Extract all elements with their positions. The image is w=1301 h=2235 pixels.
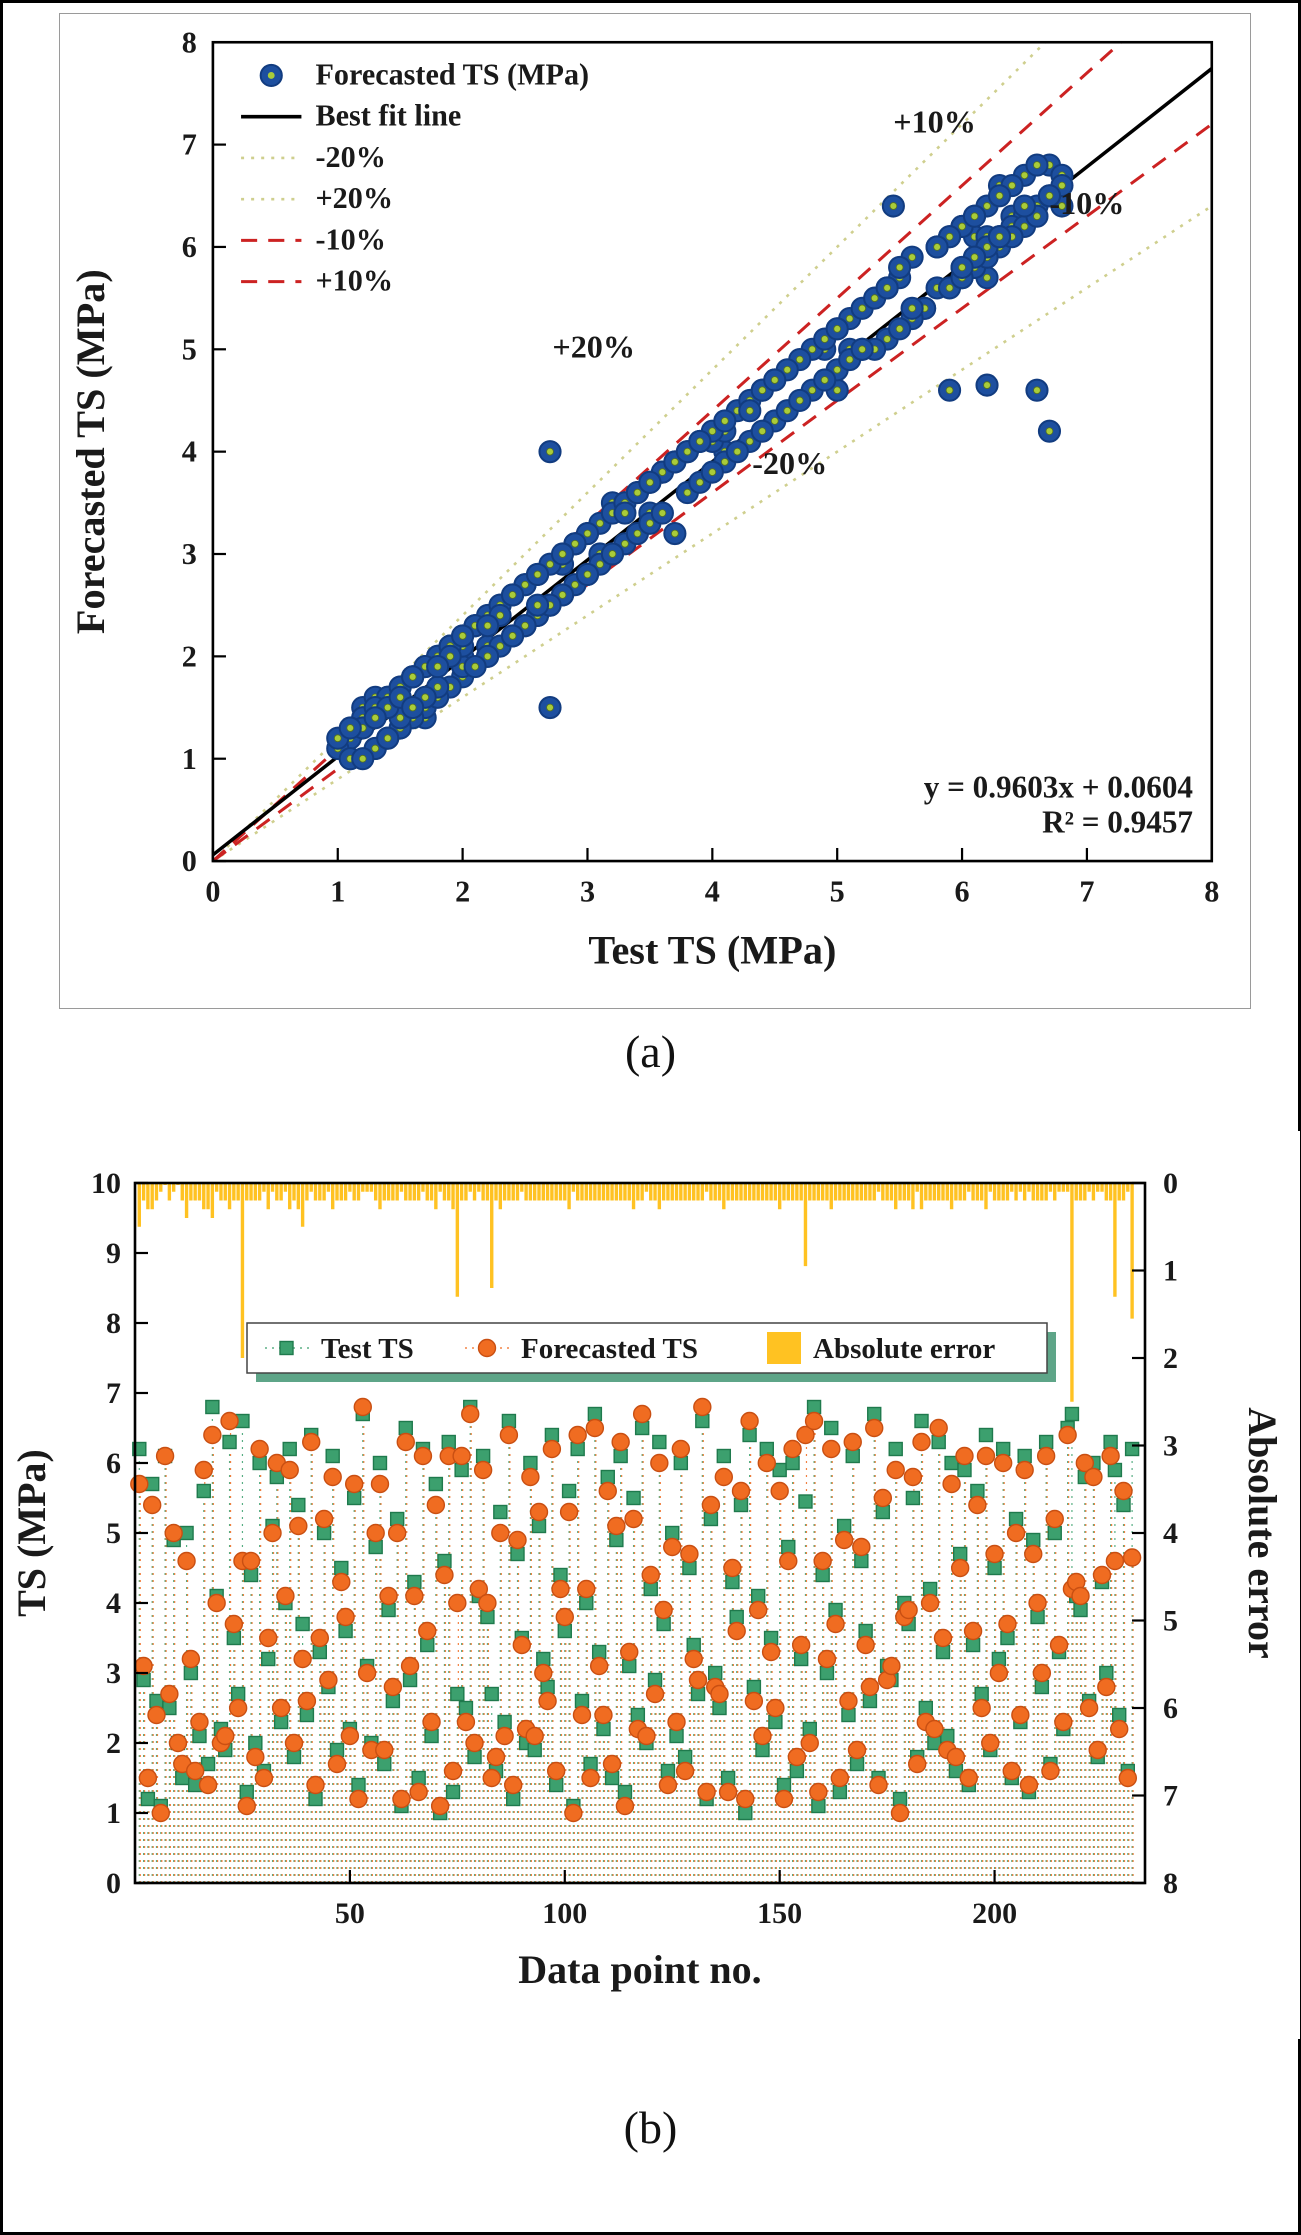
svg-text:2: 2	[1163, 1342, 1178, 1375]
svg-text:+10%: +10%	[893, 103, 976, 139]
svg-text:2: 2	[455, 874, 470, 908]
svg-text:8: 8	[1204, 874, 1219, 908]
svg-text:6: 6	[955, 874, 970, 908]
svg-text:0: 0	[182, 844, 197, 878]
svg-text:4: 4	[1163, 1517, 1178, 1550]
svg-text:5: 5	[1163, 1605, 1178, 1638]
svg-text:9: 9	[106, 1237, 121, 1270]
series-forecasted-ts-points	[326, 153, 1074, 771]
svg-text:50: 50	[335, 1897, 365, 1930]
panel-b: 50 100 150 200 0 1 2 3 4 5 6 7 8 9 10 0 1 2 3 4 5 6 7 8 Data poi…	[7, 1131, 1300, 2039]
svg-text:7: 7	[106, 1377, 121, 1410]
svg-text:0: 0	[106, 1867, 121, 1900]
x-axis-label: Data point no.	[518, 1947, 761, 1992]
svg-text:R² = 0.9457: R² = 0.9457	[1042, 804, 1193, 839]
svg-text:3: 3	[182, 537, 197, 571]
svg-text:150: 150	[757, 1897, 802, 1930]
svg-text:4: 4	[705, 874, 720, 908]
svg-text:2: 2	[182, 639, 197, 673]
svg-text:+20%: +20%	[316, 181, 394, 215]
svg-text:8: 8	[182, 25, 197, 59]
svg-text:6: 6	[182, 230, 197, 264]
legend: Test TS Forecasted TS Absolute error	[246, 1322, 1056, 1382]
y-axis-label: Forecasted TS (MPa)	[68, 269, 113, 634]
svg-text:-10%: -10%	[316, 222, 386, 256]
svg-text:7: 7	[182, 128, 197, 162]
svg-text:Best fit line: Best fit line	[316, 99, 462, 133]
y-axis-left-label: TS (MPa)	[9, 1449, 54, 1617]
svg-text:1: 1	[106, 1797, 121, 1830]
svg-text:1: 1	[182, 742, 197, 776]
svg-text:4: 4	[106, 1587, 121, 1620]
x-axis-label: Test TS (MPa)	[588, 928, 836, 973]
svg-text:6: 6	[1163, 1692, 1178, 1725]
svg-text:100: 100	[542, 1897, 587, 1930]
legend: Forecasted TS (MPa) Best fit line -20% +20%…	[241, 57, 590, 298]
svg-text:-20%: -20%	[316, 140, 386, 174]
panel-a: 0 1 2 3 4 5 6 7 8 0 1 2 3 4 5 6 7 8 Test TS (MPa) Forecaste…	[59, 13, 1251, 1009]
svg-text:+20%: +20%	[552, 328, 635, 364]
svg-text:1: 1	[1163, 1255, 1178, 1288]
svg-text:8: 8	[1163, 1867, 1178, 1900]
svg-text:7: 7	[1163, 1780, 1178, 1813]
axes-frame: 0 1 2 3 4 5 6 7 8 0 1 2 3 4 5 6 7 8 Test TS (MPa) Forecaste…	[68, 25, 1219, 972]
caption-a: (a)	[624, 1026, 677, 1077]
svg-text:3: 3	[1163, 1430, 1178, 1463]
svg-text:0: 0	[1163, 1167, 1178, 1200]
svg-text:0: 0	[205, 874, 220, 908]
svg-text:200: 200	[972, 1897, 1017, 1930]
caption-b: (b)	[623, 2102, 678, 2153]
svg-text:7: 7	[1079, 874, 1094, 908]
bars-absolute-error	[137, 1183, 1134, 1402]
svg-text:-10%: -10%	[1049, 185, 1124, 221]
y-axis-right-label: Absolute error	[1240, 1407, 1285, 1658]
svg-text:Test TS: Test TS	[321, 1333, 414, 1365]
chart-a-scatter: 0 1 2 3 4 5 6 7 8 0 1 2 3 4 5 6 7 8 Test TS (MPa) Forecaste…	[68, 25, 1219, 972]
svg-text:y = 0.9603x + 0.0604: y = 0.9603x + 0.0604	[924, 770, 1193, 805]
svg-text:5: 5	[830, 874, 845, 908]
svg-text:10: 10	[91, 1167, 121, 1200]
svg-text:3: 3	[106, 1657, 121, 1690]
svg-text:5: 5	[106, 1517, 121, 1550]
svg-text:Absolute error: Absolute error	[813, 1333, 995, 1365]
svg-text:1: 1	[330, 874, 345, 908]
svg-text:3: 3	[580, 874, 595, 908]
svg-text:-20%: -20%	[752, 445, 827, 481]
svg-text:5: 5	[182, 332, 197, 366]
svg-text:Forecasted TS (MPa): Forecasted TS (MPa)	[316, 57, 590, 91]
svg-text:8: 8	[106, 1307, 121, 1340]
svg-text:+10%: +10%	[316, 264, 394, 298]
svg-text:2: 2	[106, 1727, 121, 1760]
svg-text:6: 6	[106, 1447, 121, 1480]
svg-text:Forecasted TS: Forecasted TS	[521, 1333, 698, 1365]
line-annotations: +10% -10% +20% -20%	[552, 103, 1124, 481]
svg-text:4: 4	[182, 435, 197, 469]
